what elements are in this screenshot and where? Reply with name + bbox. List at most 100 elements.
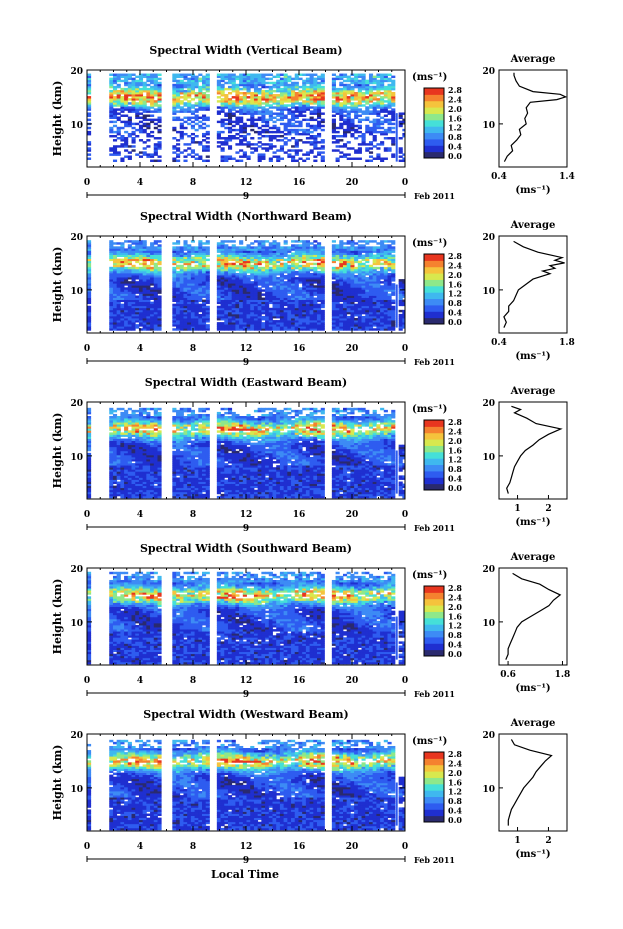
panel-title: Spectral Width (Vertical Beam) (149, 44, 342, 57)
heatmap-cell (198, 262, 203, 266)
heatmap-cell (135, 240, 140, 243)
heatmap-cell (183, 254, 188, 257)
heatmap-cell (283, 289, 288, 292)
heatmap-cell (342, 128, 348, 132)
heatmap-cell (194, 153, 199, 156)
heatmap-cell (176, 143, 181, 146)
heatmap-cell (220, 240, 225, 243)
heatmap-cell (357, 118, 362, 122)
heatmap-cell (309, 301, 314, 305)
heatmap-cell (402, 112, 405, 115)
heatmap-cell (294, 301, 299, 305)
heatmap-cell (216, 291, 221, 294)
heatmap-cell (124, 309, 129, 313)
heatmap-cell (294, 83, 299, 87)
heatmap-cell (265, 264, 270, 268)
heatmap-cell (120, 275, 125, 278)
heatmap-cell (205, 264, 210, 268)
heatmap-cell (261, 242, 266, 245)
heatmap-cell (250, 91, 255, 95)
heatmap-cell (176, 299, 181, 303)
heatmap-cell (179, 272, 184, 276)
heatmap-cell (346, 291, 351, 294)
heatmap-cell (235, 104, 240, 107)
heatmap-cell (257, 318, 262, 321)
heatmap-cell (239, 268, 244, 272)
heatmap-cell (205, 106, 210, 109)
heatmap-cell (376, 299, 381, 303)
heatmap-cell (387, 266, 392, 270)
heatmap-cell (313, 79, 318, 83)
heatmap-cell (198, 108, 203, 111)
heatmap-cell (183, 75, 188, 79)
heatmap-cell (294, 270, 299, 274)
heatmap-cell (190, 112, 195, 115)
heatmap-cell (335, 313, 340, 317)
heatmap-cell (257, 141, 262, 144)
heatmap-cell (183, 159, 188, 163)
heatmap-cell (253, 94, 259, 97)
heatmap-cell (146, 291, 151, 294)
heatmap-cell (302, 268, 307, 272)
heatmap-cell (331, 266, 336, 270)
heatmap-cell (224, 248, 229, 251)
heatmap-cell (153, 242, 158, 245)
heatmap-cell (231, 299, 236, 303)
heatmap-cell (287, 272, 292, 276)
heatmap-cell (365, 124, 370, 128)
heatmap-cell (339, 264, 344, 268)
heatmap-cell (368, 264, 374, 268)
heatmap-cell (153, 110, 158, 113)
heatmap-cell (227, 283, 233, 286)
heatmap-cell (268, 94, 273, 97)
heatmap-cell (250, 275, 255, 278)
heatmap-cell (131, 87, 136, 91)
heatmap-cell (372, 297, 377, 300)
heatmap-cell (365, 91, 370, 95)
heatmap-cell (179, 110, 184, 113)
x-tick-label: 12 (240, 178, 253, 188)
heatmap-cell (354, 252, 359, 255)
heatmap-cell (276, 260, 281, 264)
heatmap-cell (150, 283, 155, 286)
heatmap-cell (331, 318, 336, 321)
heatmap-cell (350, 324, 355, 327)
heatmap-cell (198, 315, 203, 319)
heatmap-cell (346, 303, 351, 307)
heatmap-cell (357, 83, 362, 87)
heatmap-cell (276, 268, 281, 272)
heatmap-cell (227, 268, 233, 272)
heatmap-cell (331, 96, 336, 99)
heatmap-cell (138, 285, 144, 288)
heatmap-cell (87, 260, 92, 264)
heatmap-cell (124, 102, 129, 105)
heatmap-cell (235, 122, 240, 126)
heatmap-cell (142, 116, 147, 120)
heatmap-cell (138, 275, 144, 278)
heatmap-cell (235, 313, 240, 317)
heatmap-cell (153, 91, 158, 95)
heatmap-cell (380, 291, 385, 294)
heatmap-cell (231, 305, 236, 309)
heatmap-cell (376, 307, 381, 311)
heatmap-cell (239, 262, 244, 266)
heatmap-cell (331, 252, 336, 255)
heatmap-cell (287, 277, 292, 280)
heatmap-cell (239, 116, 244, 120)
heatmap-cell (272, 126, 277, 130)
heatmap-cell (224, 264, 229, 268)
heatmap-cell (291, 122, 296, 126)
heatmap-cell (398, 112, 403, 115)
heatmap-cell (183, 328, 188, 331)
heatmap-cell (257, 283, 262, 286)
heatmap-cell (131, 307, 136, 311)
y-tick-label: 20 (70, 233, 83, 243)
heatmap-cell (257, 79, 262, 83)
heatmap-cell (112, 139, 118, 142)
heatmap-cell (135, 313, 140, 317)
heatmap-cell (342, 266, 348, 270)
heatmap-cell (383, 272, 388, 276)
heatmap-cell (142, 254, 147, 257)
colorbar-swatch (424, 107, 444, 114)
